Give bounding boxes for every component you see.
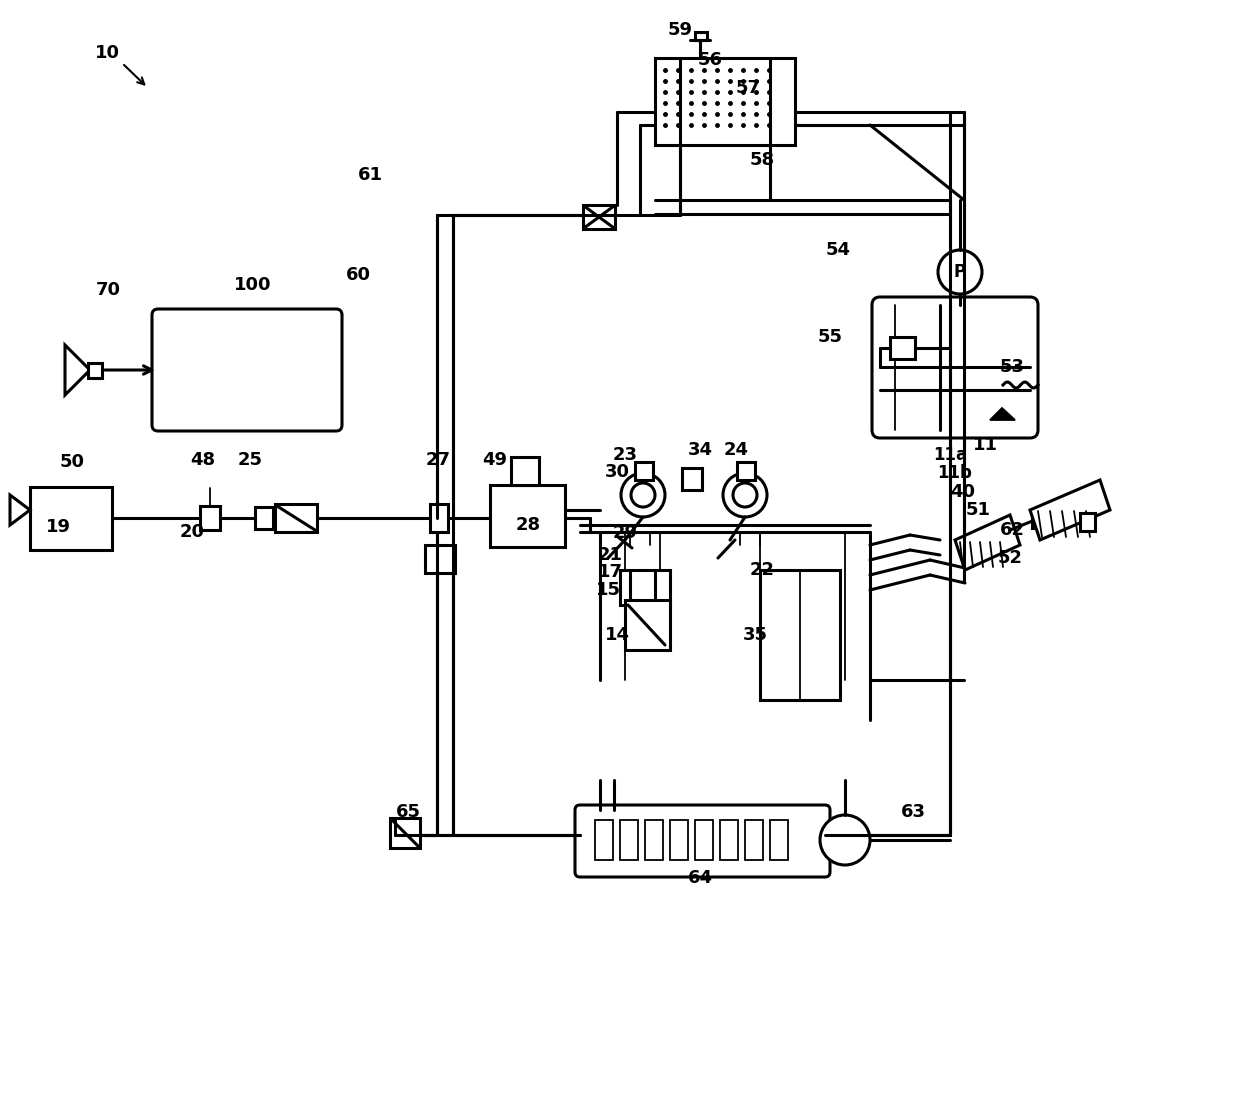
Text: 25: 25 bbox=[238, 451, 263, 469]
Text: 60: 60 bbox=[346, 266, 371, 284]
Circle shape bbox=[639, 612, 651, 624]
Circle shape bbox=[937, 250, 982, 294]
Text: 51: 51 bbox=[966, 501, 991, 519]
Bar bbox=[694, 32, 707, 40]
Bar bbox=[890, 337, 915, 359]
Text: 50: 50 bbox=[60, 453, 84, 471]
Bar bbox=[760, 570, 839, 700]
Bar bbox=[1032, 513, 1042, 528]
Text: 70: 70 bbox=[95, 281, 120, 299]
Bar bbox=[737, 462, 755, 480]
Text: 48: 48 bbox=[191, 451, 216, 469]
Bar bbox=[88, 363, 102, 378]
Bar bbox=[770, 820, 787, 861]
Bar bbox=[720, 820, 738, 861]
Text: 61: 61 bbox=[357, 166, 382, 184]
Text: 30: 30 bbox=[605, 463, 630, 481]
Bar bbox=[30, 487, 112, 551]
Text: 57: 57 bbox=[735, 79, 760, 97]
Text: 24: 24 bbox=[723, 441, 749, 459]
Bar bbox=[1080, 513, 1095, 532]
Bar bbox=[670, 820, 688, 861]
Bar bbox=[645, 820, 663, 861]
Text: 23: 23 bbox=[613, 446, 637, 464]
Bar bbox=[490, 485, 565, 547]
Bar bbox=[745, 820, 763, 861]
Polygon shape bbox=[1030, 480, 1110, 540]
Polygon shape bbox=[64, 345, 91, 395]
Polygon shape bbox=[990, 408, 1016, 420]
Text: 35: 35 bbox=[743, 626, 768, 645]
Text: 17: 17 bbox=[598, 563, 622, 581]
Text: 29: 29 bbox=[613, 524, 637, 542]
Bar bbox=[255, 507, 273, 529]
Bar bbox=[620, 570, 670, 605]
Text: 100: 100 bbox=[234, 276, 272, 294]
Text: 21: 21 bbox=[598, 546, 622, 564]
Bar bbox=[515, 462, 537, 485]
Text: 54: 54 bbox=[826, 241, 851, 258]
Circle shape bbox=[723, 473, 768, 517]
Text: 58: 58 bbox=[749, 151, 775, 169]
Bar bbox=[200, 506, 219, 530]
Text: 34: 34 bbox=[687, 441, 713, 459]
Text: 53: 53 bbox=[999, 358, 1024, 376]
Circle shape bbox=[733, 483, 756, 507]
FancyBboxPatch shape bbox=[153, 309, 342, 431]
Bar bbox=[430, 504, 448, 532]
Text: 22: 22 bbox=[749, 561, 775, 579]
Text: 64: 64 bbox=[687, 869, 713, 887]
Bar bbox=[620, 820, 639, 861]
Text: 11: 11 bbox=[972, 436, 997, 454]
Text: 15: 15 bbox=[595, 581, 620, 599]
Bar bbox=[625, 600, 670, 650]
Text: 11a: 11a bbox=[932, 446, 967, 464]
Text: 28: 28 bbox=[516, 516, 541, 534]
Circle shape bbox=[631, 483, 655, 507]
Text: 14: 14 bbox=[605, 626, 630, 645]
Text: 49: 49 bbox=[482, 451, 507, 469]
Bar bbox=[694, 820, 713, 861]
Bar bbox=[511, 457, 539, 485]
FancyBboxPatch shape bbox=[872, 297, 1038, 438]
Text: 55: 55 bbox=[817, 328, 842, 346]
Polygon shape bbox=[955, 515, 1021, 570]
Bar bbox=[583, 205, 615, 229]
Bar bbox=[275, 504, 317, 532]
Text: 59: 59 bbox=[667, 21, 692, 39]
Bar bbox=[425, 545, 455, 573]
Text: 56: 56 bbox=[697, 51, 723, 69]
Circle shape bbox=[621, 473, 665, 517]
Bar bbox=[635, 462, 653, 480]
Bar bbox=[682, 468, 702, 490]
Bar bbox=[655, 58, 795, 145]
Bar bbox=[391, 818, 420, 848]
Text: 52: 52 bbox=[997, 549, 1023, 567]
Text: 27: 27 bbox=[425, 451, 450, 469]
Text: 63: 63 bbox=[900, 803, 925, 821]
Text: 11b: 11b bbox=[937, 464, 972, 482]
Text: 10: 10 bbox=[94, 44, 119, 62]
Polygon shape bbox=[10, 495, 30, 525]
Circle shape bbox=[820, 815, 870, 865]
Text: 20: 20 bbox=[180, 523, 205, 540]
Text: P: P bbox=[954, 263, 966, 281]
Text: 65: 65 bbox=[396, 803, 420, 821]
FancyBboxPatch shape bbox=[575, 805, 830, 877]
Text: 62: 62 bbox=[999, 521, 1024, 539]
Bar bbox=[595, 820, 613, 861]
Text: 40: 40 bbox=[951, 483, 976, 501]
Circle shape bbox=[630, 603, 660, 633]
Text: 19: 19 bbox=[46, 518, 71, 536]
